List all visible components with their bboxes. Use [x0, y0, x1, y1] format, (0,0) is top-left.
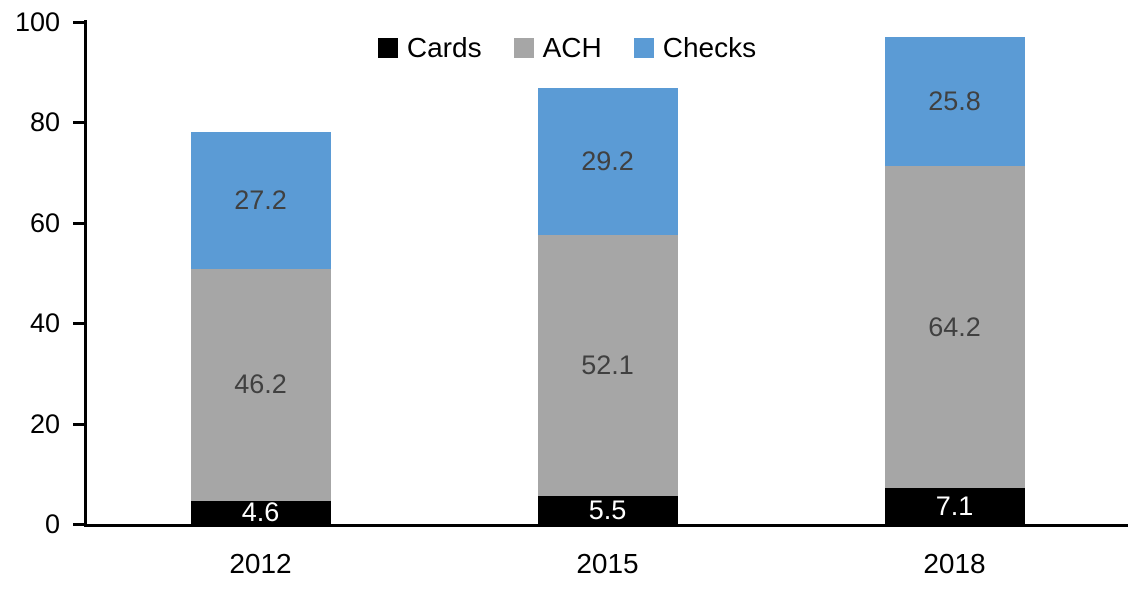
bar-segment-cards-2018: 7.1 — [884, 488, 1025, 524]
chart-legend: Cards ACH Checks — [0, 30, 1134, 66]
y-axis-tick — [73, 322, 87, 326]
legend-item-checks: Checks — [633, 32, 757, 64]
x-axis-category-label: 2018 — [923, 548, 986, 579]
segment-value-label: 4.6 — [241, 496, 280, 527]
segment-value-label: 27.2 — [234, 185, 287, 216]
y-axis — [84, 20, 87, 527]
legend-item-ach: ACH — [513, 32, 602, 64]
y-axis-tick — [73, 422, 87, 426]
segment-value-label: 52.1 — [581, 350, 634, 381]
y-axis-tick — [73, 523, 87, 526]
legend-swatch-icon — [513, 38, 534, 58]
y-tick-label: 40 — [29, 308, 60, 339]
bar-segment-checks-2015: 29.2 — [537, 88, 678, 235]
y-axis-tick — [73, 121, 87, 125]
y-axis-tick — [73, 21, 87, 24]
bar-segment-checks-2018: 25.8 — [884, 36, 1025, 167]
bar-segment-cards-2015: 5.5 — [537, 494, 678, 525]
x-axis-category-label: 2015 — [576, 548, 639, 579]
legend-label: Cards — [406, 32, 482, 63]
bar-segment-ach-2015: 52.1 — [537, 234, 678, 497]
y-tick-label: 60 — [29, 207, 60, 238]
legend-swatch-icon — [377, 38, 398, 58]
segment-value-label: 64.2 — [928, 311, 981, 342]
bar-segment-ach-2018: 64.2 — [884, 166, 1025, 489]
legend-label: ACH — [542, 32, 602, 63]
y-axis-tick — [73, 221, 87, 225]
segment-value-label: 46.2 — [234, 369, 287, 400]
bar-segment-checks-2012: 27.2 — [190, 132, 331, 269]
y-tick-label: 80 — [29, 107, 60, 138]
bar-segment-cards-2012: 4.6 — [190, 496, 331, 527]
legend-label: Checks — [662, 32, 757, 63]
y-tick-label: 20 — [29, 408, 60, 439]
legend-swatch-icon — [633, 38, 654, 58]
segment-value-label: 29.2 — [581, 146, 634, 177]
legend-item-cards: Cards — [377, 32, 482, 64]
segment-value-label: 5.5 — [588, 494, 627, 525]
segment-value-label: 25.8 — [928, 85, 981, 116]
x-axis — [84, 524, 1128, 527]
x-axis-category-label: 2012 — [229, 548, 292, 579]
y-tick-label: 0 — [44, 509, 60, 539]
segment-value-label: 7.1 — [935, 490, 974, 521]
bar-segment-ach-2012: 46.2 — [190, 268, 331, 501]
y-tick-label: 100 — [14, 7, 60, 37]
